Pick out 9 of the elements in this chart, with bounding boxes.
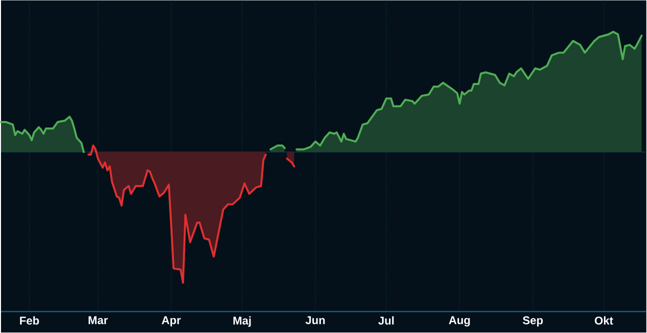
x-tick-label: Maj [233, 316, 251, 328]
x-tick-label: Jun [306, 316, 325, 324]
x-tick-label: Mar [88, 316, 108, 324]
x-tick-label: Apr [162, 316, 181, 327]
x-tick-label: Sep [522, 316, 543, 327]
x-tick-label: Feb [20, 316, 39, 325]
x-tick-label: Jul [378, 316, 394, 325]
x-tick-label: Okt [594, 316, 614, 325]
x-tick-label: Aug [448, 316, 470, 327]
